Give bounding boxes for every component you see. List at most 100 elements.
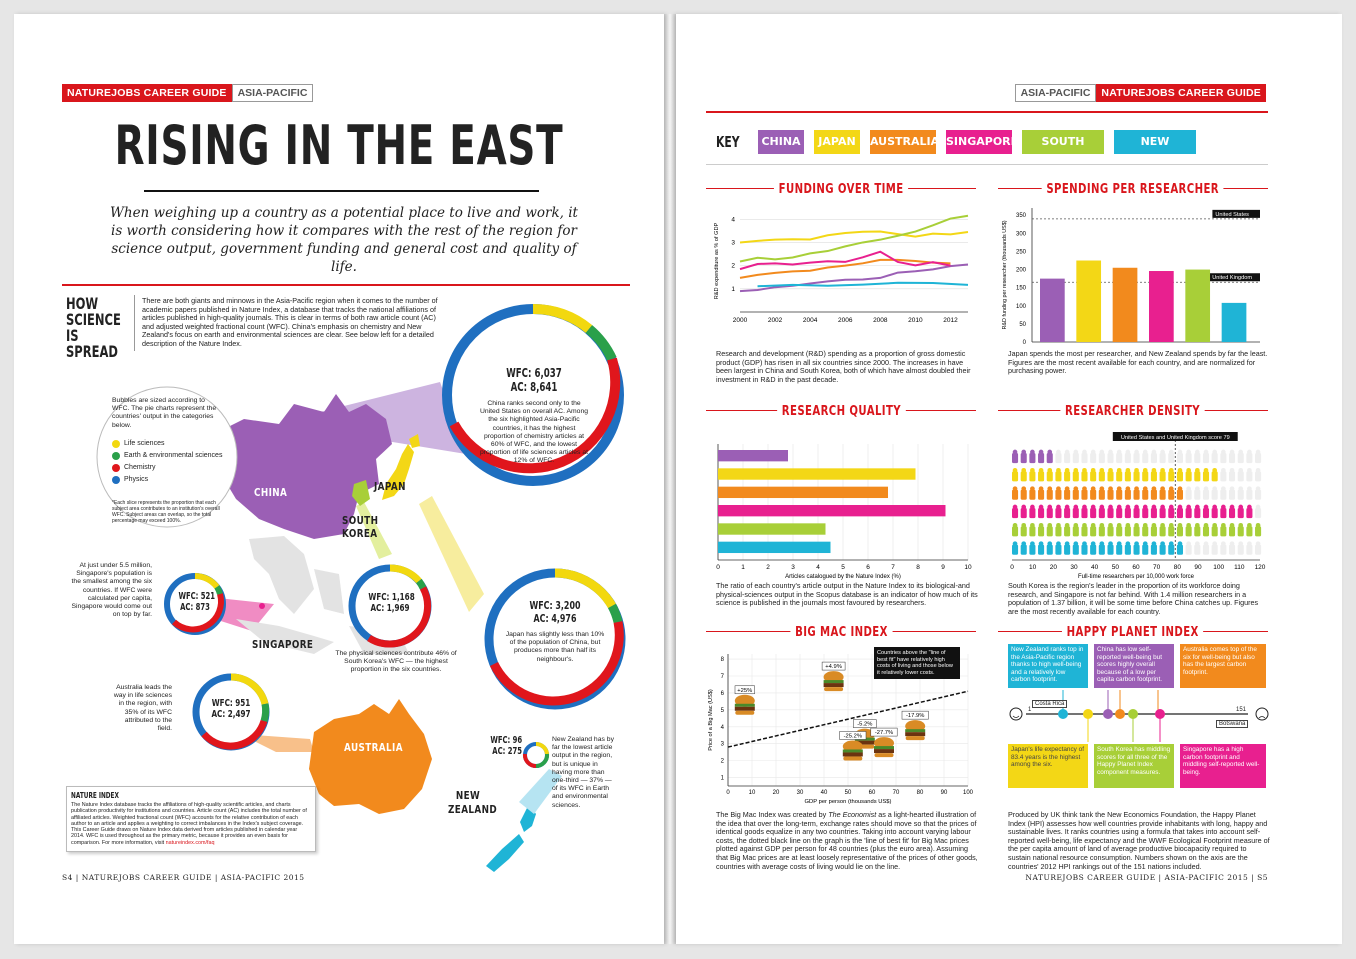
japan-wfc: WFC: 3,200 <box>529 599 581 612</box>
person-icon <box>1229 508 1236 519</box>
person-head <box>1073 504 1079 510</box>
hpi-top-boxes: New Zealand ranks top in the Asia-Pacifi… <box>1008 644 1270 688</box>
density-text: South Korea is the region's leader in th… <box>1008 581 1259 616</box>
person-head <box>1142 504 1148 510</box>
y-axis-label: R&D funding per researcher (thousands US… <box>1002 220 1008 329</box>
korea-shape <box>352 480 370 506</box>
person-head <box>1186 541 1191 547</box>
hpi-end: 151 <box>1236 707 1247 713</box>
person-head <box>1238 449 1244 455</box>
hpi-box: Singapore has a high carbon footprint an… <box>1180 744 1266 788</box>
person-icon <box>1020 508 1027 519</box>
person-icon <box>1081 526 1088 537</box>
person-icon <box>1012 544 1019 555</box>
person-head <box>1229 449 1235 455</box>
x-tick-label: 120 <box>1255 564 1266 571</box>
person-icon <box>1211 471 1218 482</box>
person-icon <box>1124 508 1131 519</box>
x-tick-label: 10 <box>749 790 756 796</box>
x-tick-label: 6 <box>866 564 870 571</box>
x-tick-label: 30 <box>1070 564 1078 571</box>
person-icon <box>1229 544 1236 555</box>
person-head <box>1064 541 1070 547</box>
bigmac-text: The Big Mac Index was created by The Eco… <box>716 810 981 871</box>
person-head <box>1151 486 1157 492</box>
key-south-korea: SOUTH KOREA <box>1022 130 1104 172</box>
person-icon <box>1133 453 1140 464</box>
person-head <box>1160 522 1165 528</box>
person-icon <box>1098 453 1105 464</box>
person-icon <box>1150 526 1157 537</box>
person-head <box>1047 522 1053 528</box>
bigmac-text-pre: The Big Mac Index was created by <box>716 810 829 819</box>
person-icon <box>1107 453 1114 464</box>
person-head <box>1047 504 1053 510</box>
person-head <box>1186 449 1191 455</box>
person-head <box>1064 486 1070 492</box>
person-head <box>1116 541 1122 547</box>
person-head <box>1255 467 1261 473</box>
y-tick-label: 0 <box>1023 340 1027 346</box>
person-icon <box>1038 508 1045 519</box>
y-tick-label: 7 <box>721 674 725 680</box>
person-head <box>1221 522 1226 528</box>
person-head <box>1247 504 1252 510</box>
y-tick-label: 3 <box>721 742 725 748</box>
burger-point <box>823 671 844 692</box>
density-head-wrap: RESEARCHER DENSITY <box>998 402 1268 420</box>
person-icon <box>1064 508 1071 519</box>
person-head <box>1030 541 1035 547</box>
person-head <box>1116 504 1122 510</box>
label-australia: AUSTRALIA <box>344 741 403 754</box>
person-icon <box>1038 489 1045 500</box>
x-tick-label: 80 <box>1174 564 1182 571</box>
china-text: China ranks second only to the United St… <box>479 400 589 465</box>
person-icon <box>1220 453 1227 464</box>
quality-chart: 0 1 2 3 4 5 6 7 8 9 10 Articles catalogued by the N… <box>716 444 972 580</box>
australia-text: Australia leads the way in life sciences… <box>113 684 172 733</box>
person-head <box>1125 486 1131 492</box>
person-icon <box>1142 471 1149 482</box>
person-head <box>1021 449 1027 455</box>
person-icon <box>1038 453 1045 464</box>
bar-singapore <box>718 505 946 517</box>
person-icon <box>1020 544 1027 555</box>
nz-ac: AC: 275 <box>492 746 522 757</box>
person-icon <box>1159 489 1166 500</box>
bigmac-text-em: The Economist <box>828 810 877 819</box>
person-head <box>1160 504 1165 510</box>
point-label-bg <box>853 719 877 728</box>
happy-face-icon <box>1009 707 1023 721</box>
nature-index-link[interactable]: natureindex.com/faq <box>165 839 215 846</box>
hpi-marker-korea <box>1128 709 1138 719</box>
person-icon <box>1194 489 1201 500</box>
funding-text: Research and development (R&D) spending … <box>716 349 971 384</box>
person-icon <box>1255 489 1262 500</box>
person-icon <box>1255 453 1262 464</box>
korea-bubble <box>348 564 432 648</box>
person-icon <box>1020 489 1027 500</box>
person-icon <box>1202 489 1210 500</box>
legend-circle <box>96 386 238 528</box>
point-label-bg <box>734 685 755 695</box>
legend-dot <box>112 476 120 484</box>
person-icon <box>1185 544 1192 555</box>
hpi-marker-japan <box>1083 709 1093 719</box>
person-head <box>1247 541 1252 547</box>
y-tick-label: 4 <box>731 216 735 223</box>
person-icon <box>1246 471 1253 482</box>
title-rule <box>144 190 539 192</box>
person-icon <box>1185 526 1192 537</box>
person-icon <box>1090 508 1097 519</box>
person-head <box>1073 522 1079 528</box>
person-head <box>1177 486 1183 492</box>
person-icon <box>1159 544 1166 555</box>
page-title: RISING IN THE EAST <box>114 114 564 177</box>
person-head <box>1038 486 1044 492</box>
person-head <box>1064 449 1070 455</box>
person-icon <box>1133 526 1140 537</box>
person-head <box>1142 486 1148 492</box>
person-icon <box>1081 508 1088 519</box>
person-icon <box>1029 453 1036 464</box>
person-icon <box>1176 489 1183 500</box>
